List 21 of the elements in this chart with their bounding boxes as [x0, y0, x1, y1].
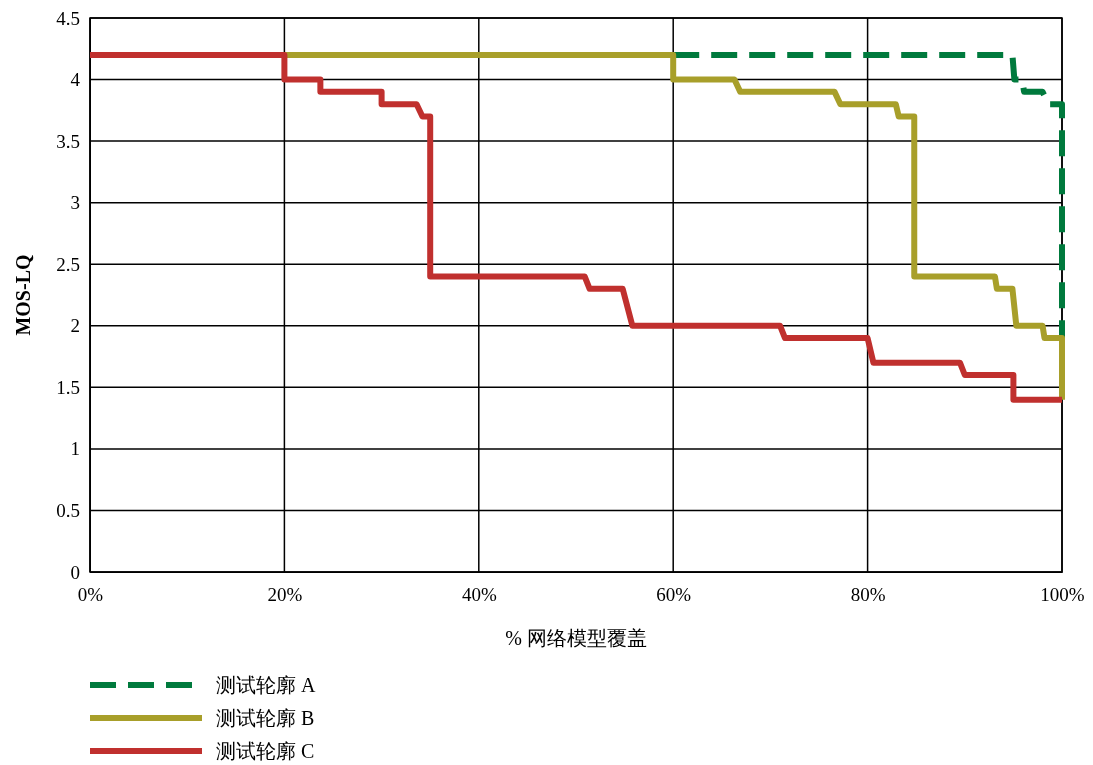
y-tick-label: 3 — [70, 192, 80, 214]
y-tick-label: 0.5 — [56, 500, 80, 522]
x-tick-label: 80% — [850, 584, 886, 606]
y-tick-label: 3.5 — [56, 130, 80, 152]
y-tick-label: 1.5 — [56, 376, 80, 398]
legend-label: 测试轮廓 B — [216, 707, 315, 729]
x-tick-label: 20% — [267, 584, 303, 606]
y-tick-label: 2 — [70, 315, 80, 337]
y-tick-label: 4 — [70, 69, 81, 91]
legend-label: 测试轮廓 C — [216, 740, 315, 762]
x-tick-label: 0% — [77, 584, 104, 606]
x-axis-title: % 网络模型覆盖 — [505, 627, 647, 649]
y-tick-label: 2.5 — [56, 253, 80, 275]
y-tick-label: 1 — [70, 438, 80, 460]
y-tick-label: 0 — [70, 561, 80, 583]
legend-label: 测试轮廓 A — [216, 674, 316, 696]
y-tick-label: 4.5 — [56, 7, 80, 29]
x-tick-label: 100% — [1040, 584, 1085, 606]
x-tick-label: 40% — [461, 584, 497, 606]
y-axis-title: MOS-LQ — [12, 254, 34, 336]
x-tick-label: 60% — [656, 584, 692, 606]
